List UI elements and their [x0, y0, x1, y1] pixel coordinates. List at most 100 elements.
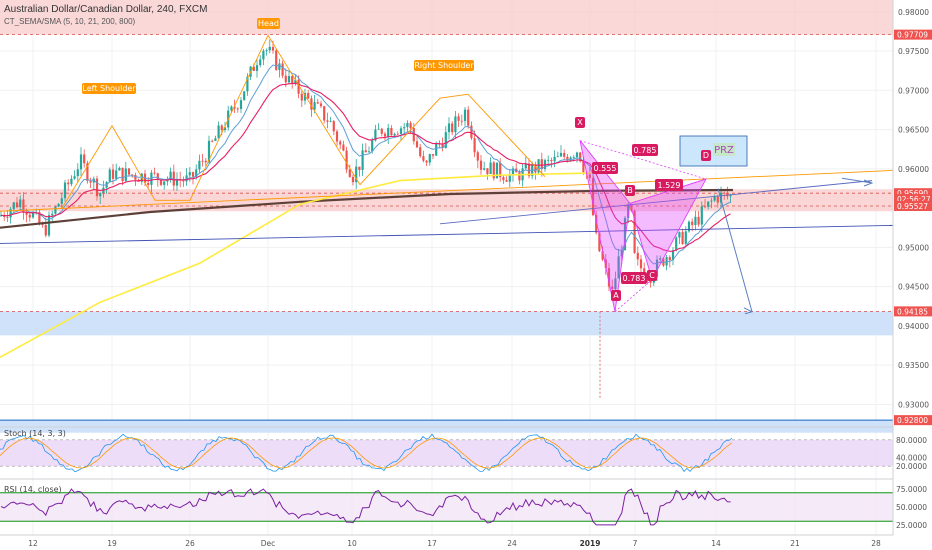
candle-body — [265, 50, 268, 52]
price-tag-bg — [894, 188, 932, 199]
candle-body — [15, 202, 19, 208]
head-shoulders-zigzag — [61, 34, 546, 209]
candle-body — [3, 215, 6, 218]
projection-arrow-right — [841, 177, 874, 187]
candle-body — [195, 169, 198, 177]
candle-body — [147, 182, 150, 185]
trend-line-lower — [0, 224, 894, 244]
candle-body — [671, 250, 675, 261]
price-tick-label: 0.93500 — [898, 361, 929, 370]
candle-body — [601, 251, 604, 260]
candle-body — [508, 174, 511, 182]
candle-body — [553, 156, 556, 162]
candle-body — [371, 140, 374, 152]
candle-body — [159, 179, 163, 185]
candle-body — [51, 213, 54, 216]
harmonic-xd — [579, 140, 707, 180]
symbol-title[interactable]: Australian Dollar/Canadian Dollar, 240, … — [4, 4, 208, 15]
stoch-k-line — [0, 433, 733, 473]
candle-body — [12, 202, 15, 210]
candle-body — [351, 176, 355, 183]
candle-body — [579, 152, 582, 162]
price-tick-label: 0.96000 — [898, 165, 929, 174]
candle-body — [236, 108, 239, 110]
candle-body — [377, 128, 380, 130]
prz-box — [679, 135, 748, 167]
candle-body — [691, 221, 694, 225]
candle-body — [271, 46, 275, 51]
candle-body — [345, 150, 348, 170]
harmonic-ac — [614, 279, 653, 313]
candle-body — [537, 159, 540, 173]
candle-body — [633, 210, 636, 253]
price-axis-bg — [893, 0, 932, 550]
head-label-bg — [257, 18, 280, 29]
candle-body — [444, 132, 447, 149]
candle-body — [63, 182, 67, 199]
stoch-d-line — [0, 437, 733, 469]
candle-body — [572, 157, 575, 158]
zones — [0, 0, 893, 433]
time-tick-label: Dec — [261, 539, 276, 548]
rsi-tick-label: 75.0000 — [896, 485, 927, 494]
resistance-zone-top — [0, 0, 893, 35]
candle-body — [201, 160, 204, 162]
ratio-ac-label: 0.783 — [623, 274, 646, 283]
candle-body — [185, 175, 188, 182]
candle-body — [367, 151, 371, 153]
candle-body — [118, 167, 121, 171]
time-tick-label: 17 — [427, 539, 437, 548]
candle-body — [451, 123, 454, 133]
price-tag-bg — [894, 194, 932, 205]
time-tick-label: 26 — [185, 539, 195, 548]
candle-body — [511, 168, 515, 175]
candle-body — [275, 50, 278, 70]
candle-body — [611, 286, 614, 290]
support-zone — [0, 311, 893, 336]
candle-body — [419, 147, 422, 157]
candle-body — [518, 172, 521, 181]
candle-body — [495, 162, 499, 179]
candle-body — [607, 268, 611, 287]
candle-body — [575, 152, 579, 158]
candle-body — [563, 152, 566, 157]
candle-body — [188, 172, 191, 176]
candle-body — [374, 129, 377, 141]
indicator-title[interactable]: CT_SEMA/SMA (5, 10, 21, 200, 800) — [4, 17, 136, 26]
candle-body — [89, 180, 92, 183]
candle-body — [316, 102, 319, 104]
candle-body — [70, 178, 73, 185]
price-tag: 0.95690 — [897, 189, 928, 198]
candle-body — [502, 177, 505, 181]
price-tick-label: 0.96500 — [898, 126, 929, 135]
point-a-label-bg — [611, 290, 621, 301]
candle-body — [627, 204, 630, 219]
ratio-bd-label-bg — [655, 179, 683, 191]
candle-body — [700, 206, 703, 225]
prz-label-bg — [713, 143, 735, 156]
candle-body — [175, 179, 179, 186]
point-x-label-bg — [575, 117, 585, 128]
point-a-label: A — [613, 291, 619, 300]
candle-body — [6, 217, 9, 218]
moving-averages — [0, 64, 734, 359]
candle-body — [428, 154, 431, 163]
candle-body — [313, 102, 316, 110]
candle-body — [230, 106, 233, 111]
price-tick-label: 0.97500 — [898, 47, 929, 56]
candle-body — [361, 150, 364, 170]
candle-body — [214, 138, 217, 141]
stoch-tick-label: 40.0000 — [896, 453, 927, 462]
candle-body — [223, 127, 227, 131]
candle-body — [559, 152, 563, 157]
candle-body — [310, 98, 313, 110]
candle-body — [614, 278, 617, 290]
candle-body — [246, 76, 249, 92]
candle-body — [694, 216, 697, 225]
candle-body — [409, 123, 412, 129]
candle-body — [390, 127, 393, 136]
ratio-bd-label: 1.529 — [658, 181, 681, 190]
candle-body — [67, 182, 70, 185]
